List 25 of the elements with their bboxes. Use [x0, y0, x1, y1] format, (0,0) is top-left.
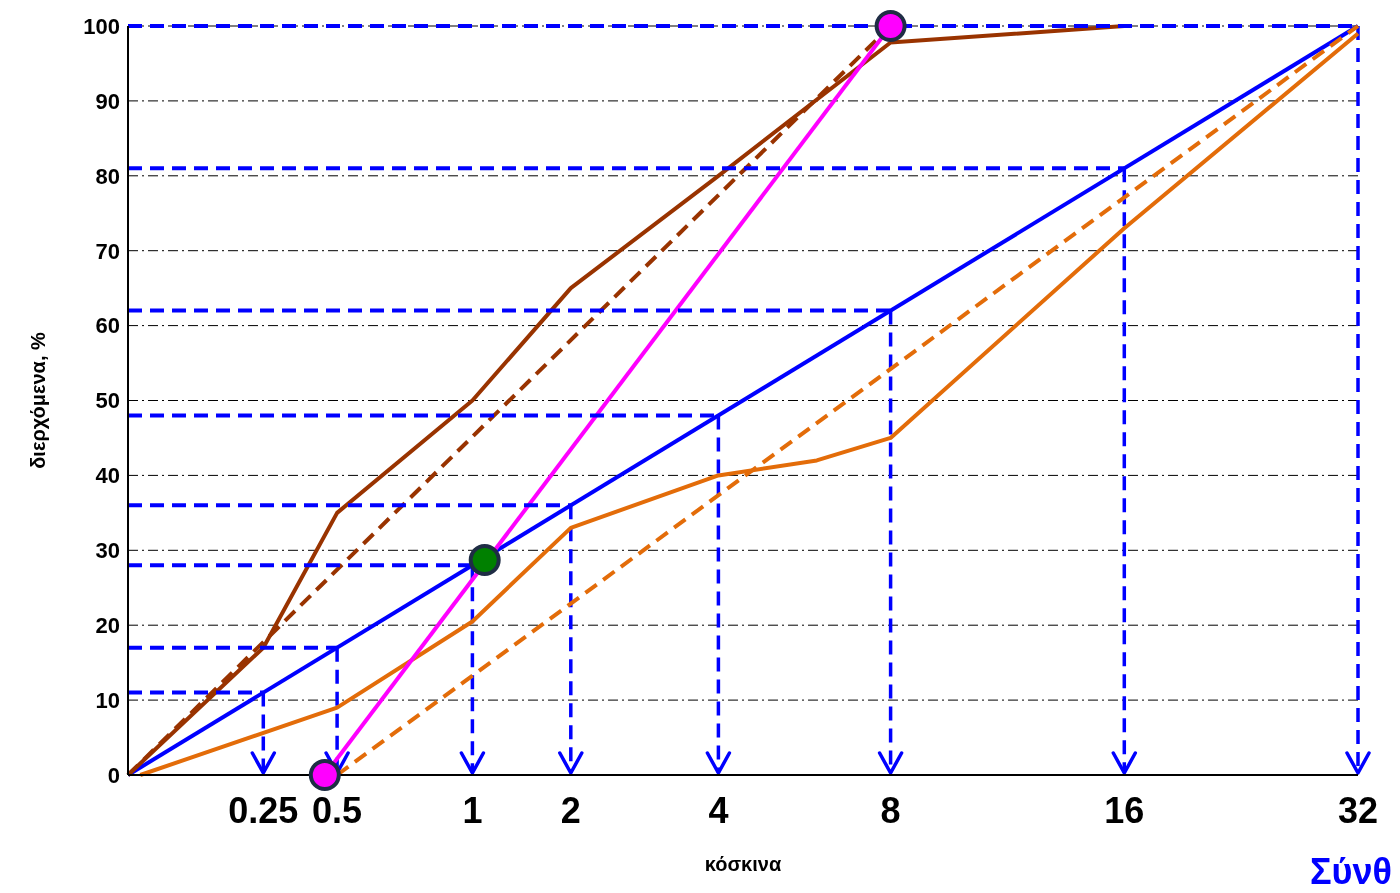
x-tick-label: 4 [708, 789, 729, 831]
y-tick-label: 40 [95, 463, 120, 489]
point [874, 10, 907, 42]
text: Σύνθ [1309, 851, 1392, 893]
x-axis-title: κόσκινα [704, 853, 782, 875]
y-tick-label: 20 [95, 613, 120, 639]
y-tick-label: 100 [83, 13, 120, 39]
point [308, 759, 341, 791]
y-tick-label: 90 [95, 88, 120, 114]
y-tick-label: 10 [95, 687, 120, 713]
x-tick-label: 0.25 [228, 789, 299, 831]
x-tick-label: 16 [1104, 789, 1145, 831]
y-tick-label: 70 [95, 238, 120, 264]
y-axis-title: διερχόμενα, % [27, 331, 50, 469]
x-tick-label: 32 [1337, 789, 1379, 831]
y-tick-label: 0 [107, 762, 120, 788]
y-tick-label: 80 [95, 163, 120, 189]
point [468, 544, 501, 577]
y-tick-label: 50 [95, 388, 120, 414]
x-tick-label: 8 [880, 789, 901, 831]
x-tick-label: 1 [462, 789, 483, 831]
x-tick-label: 2 [560, 789, 581, 831]
y-tick-label: 30 [95, 538, 120, 564]
y-tick-label: 60 [95, 313, 120, 339]
x-tick-label: 0.5 [312, 789, 363, 831]
